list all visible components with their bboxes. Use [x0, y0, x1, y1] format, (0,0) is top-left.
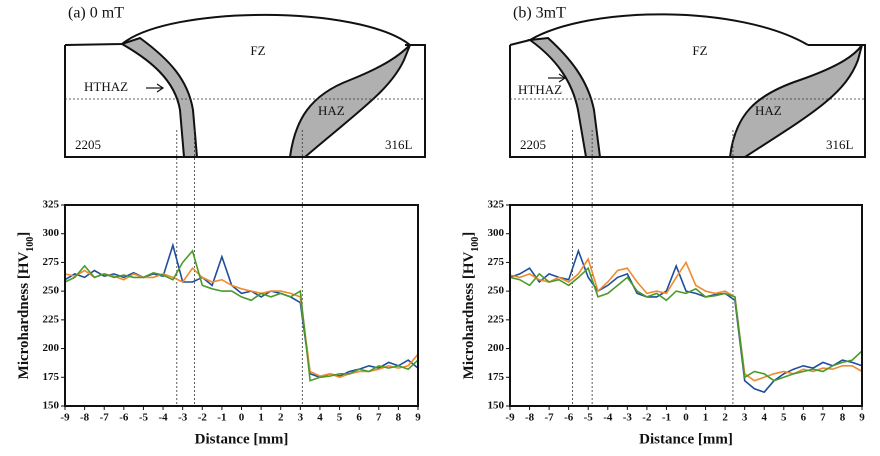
y-tick-label: 200: [488, 342, 505, 354]
y-tick-label: 150: [43, 400, 60, 412]
x-tick-label: -3: [623, 412, 633, 424]
y-axis-label-part: Microhardness [HV: [16, 252, 32, 380]
x-tick-label: 2: [278, 412, 284, 424]
y-tick-label: 250: [488, 285, 505, 297]
y-axis-label-part: ]: [16, 232, 32, 237]
x-tick-label: -6: [564, 412, 574, 424]
x-tick-label: -2: [642, 412, 652, 424]
series-line: [64, 266, 419, 379]
x-tick-label: 5: [781, 412, 787, 424]
x-tick-label: -5: [139, 412, 149, 424]
series-line: [64, 249, 419, 382]
y-tick-label: 325: [488, 199, 505, 211]
arrowhead: [156, 83, 165, 93]
x-axis-label: Distance [mm]: [639, 431, 733, 447]
y-tick-label: 300: [43, 227, 60, 239]
y-axis-label-part: 100: [25, 237, 36, 252]
y-tick-label: 300: [488, 227, 505, 239]
x-tick-label: 3: [742, 412, 748, 424]
x-tick-label: -5: [584, 412, 594, 424]
x-tick-label: 8: [396, 412, 402, 424]
x-tick-label: -2: [198, 412, 208, 424]
annotation: 316L: [385, 137, 413, 152]
x-tick-label: -7: [545, 412, 555, 424]
annotation: HTHAZ: [84, 79, 128, 94]
weld-outline: [509, 13, 866, 158]
x-tick-label: 0: [683, 412, 689, 424]
panel-title: (b) 3mT: [513, 5, 566, 22]
x-tick-label: -4: [603, 412, 613, 424]
x-tick-label: 6: [801, 412, 807, 424]
x-tick-label: -3: [178, 412, 188, 424]
plot-frame: [64, 204, 419, 407]
x-tick-label: 4: [317, 412, 323, 424]
y-tick-label: 225: [488, 313, 505, 325]
x-tick-label: -9: [60, 412, 70, 424]
series-line: [509, 257, 863, 382]
series-line: [509, 266, 863, 382]
x-tick-label: 2: [722, 412, 728, 424]
y-axis-label-part: Microhardness [HV: [461, 252, 477, 380]
annotation: HTHAZ: [518, 82, 562, 97]
x-tick-label: 1: [703, 412, 709, 424]
haz-region: [288, 44, 411, 158]
x-tick-label: -1: [217, 412, 226, 424]
annotation: HAZ: [755, 103, 782, 118]
y-tick-label: 225: [43, 313, 60, 325]
annotation: FZ: [250, 43, 265, 58]
x-tick-label: -9: [505, 412, 515, 424]
x-tick-label: 9: [415, 412, 421, 424]
annotation: HAZ: [318, 103, 345, 118]
schematic-a: [64, 13, 426, 158]
x-tick-label: -8: [525, 412, 535, 424]
y-axis-label: Microhardness [HV100]: [461, 232, 480, 380]
annotation: 316L: [826, 137, 854, 152]
x-tick-label: -6: [119, 412, 129, 424]
series-line: [64, 242, 419, 379]
y-tick-label: 150: [488, 400, 505, 412]
x-tick-label: 8: [840, 412, 846, 424]
y-axis-label-part: ]: [461, 232, 477, 237]
x-tick-label: -4: [158, 412, 168, 424]
y-tick-label: 275: [43, 256, 60, 268]
x-tick-label: -1: [662, 412, 671, 424]
haz-region: [728, 44, 863, 158]
hthaz-region: [119, 36, 199, 158]
annotation: 2205: [520, 137, 546, 152]
y-tick-label: 175: [488, 371, 505, 383]
y-tick-label: 175: [43, 371, 60, 383]
x-tick-label: 4: [761, 412, 767, 424]
y-tick-label: 250: [43, 285, 60, 297]
x-axis-label: Distance [mm]: [195, 431, 289, 447]
y-axis-label-part: 100: [470, 237, 481, 252]
y-tick-label: 200: [43, 342, 60, 354]
x-tick-label: 7: [376, 412, 382, 424]
x-tick-label: 1: [258, 412, 264, 424]
panel-title: (a) 0 mT: [68, 5, 124, 22]
y-axis-label: Microhardness [HV100]: [16, 232, 35, 380]
y-tick-label: 325: [43, 199, 60, 211]
schematic-b: [509, 13, 866, 158]
series-line: [509, 248, 863, 394]
arrowhead: [558, 73, 567, 83]
plot-frame: [509, 204, 863, 407]
annotation: FZ: [692, 43, 707, 58]
annotation: 2205: [75, 137, 101, 152]
x-tick-label: 0: [239, 412, 245, 424]
y-tick-label: 275: [488, 256, 505, 268]
x-tick-label: 6: [356, 412, 362, 424]
weld-outline: [64, 13, 426, 158]
x-tick-label: -8: [80, 412, 90, 424]
x-tick-label: 9: [859, 412, 865, 424]
x-tick-label: 7: [820, 412, 826, 424]
x-tick-label: 5: [337, 412, 343, 424]
x-tick-label: 3: [298, 412, 304, 424]
x-tick-label: -7: [100, 412, 110, 424]
